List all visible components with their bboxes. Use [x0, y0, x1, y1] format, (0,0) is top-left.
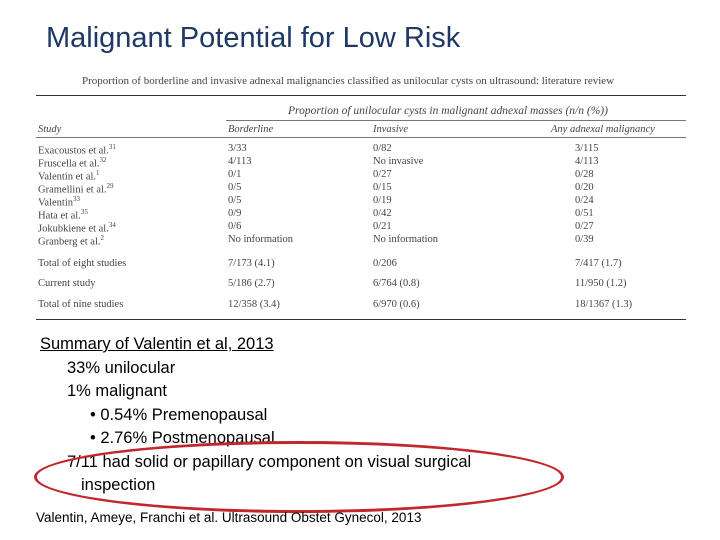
reference-number: 32	[99, 156, 107, 164]
cell-any: 3/115	[575, 143, 599, 154]
reference-number: 33	[73, 195, 80, 203]
cell-invasive: 6/970 (0.6)	[373, 299, 420, 310]
table-bottom-rule	[36, 319, 686, 320]
column-header-any-malignancy: Any adnexal malignancy	[551, 124, 655, 135]
summary-unilocular: 33% unilocular	[67, 358, 176, 377]
cell-any: 0/51	[575, 208, 594, 219]
cell-study: Exacoustos et al.31	[38, 143, 116, 157]
cell-study: Valentin et al.1	[38, 169, 100, 183]
cell-invasive: No information	[373, 234, 439, 245]
cell-any: 0/20	[575, 182, 594, 193]
cell-invasive: 0/19	[373, 195, 392, 206]
cell-study: Gramellini et al.29	[38, 182, 114, 196]
study-name: Total of eight studies	[38, 258, 127, 269]
column-header-study: Study	[38, 124, 62, 135]
study-name: Hata et al.	[38, 210, 81, 222]
cell-borderline: No information	[228, 234, 294, 245]
summary-malignant: 1% malignant	[67, 382, 167, 400]
cell-study: Total of nine studies	[38, 299, 123, 310]
cell-any: 11/950 (1.2)	[575, 278, 627, 289]
cell-borderline: 0/9	[228, 208, 242, 219]
table-row: Total of eight studies 7/173 (4.1) 0/206 7/…	[36, 258, 686, 269]
column-header-invasive: Invasive	[373, 124, 408, 135]
cell-borderline: 5/186 (2.7)	[228, 278, 275, 289]
study-name: Granberg et al.	[38, 236, 101, 248]
cell-any: 7/417 (1.7)	[575, 258, 622, 269]
cell-study: Hata et al.35	[38, 208, 88, 222]
reference-number: 2	[100, 234, 105, 242]
summary-heading: Summary of Valentin et al, 2013	[40, 335, 274, 353]
study-name: Gramellini et al.	[38, 184, 107, 196]
cell-study: Current study	[38, 278, 95, 289]
study-name: Exacoustos et al.	[38, 145, 109, 157]
table-spanning-header: Proportion of unilocular cysts in malign…	[288, 105, 608, 117]
cell-invasive: 0/15	[373, 182, 392, 193]
table-caption: Proportion of borderline and invasive ad…	[82, 75, 615, 87]
reference-number: 29	[106, 182, 114, 190]
cell-study: Valentin33	[38, 195, 80, 209]
cell-invasive: No invasive	[373, 156, 424, 167]
cell-borderline: 0/5	[228, 195, 242, 206]
cell-borderline: 0/5	[228, 182, 242, 193]
cell-borderline: 0/1	[228, 169, 242, 180]
column-header-borderline: Borderline	[228, 124, 274, 135]
cell-invasive: 6/764 (0.8)	[373, 278, 420, 289]
cell-study: Fruscella et al.32	[38, 156, 107, 170]
cell-study: Total of eight studies	[38, 258, 126, 269]
cell-invasive: 0/82	[373, 143, 392, 154]
table-row: Hata et al.35 0/9 0/42 0/51	[36, 208, 686, 222]
table-row: Gramellini et al.29 0/5 0/15 0/20	[36, 182, 686, 196]
reference-number: 1	[96, 169, 100, 177]
cell-invasive: 0/42	[373, 208, 392, 219]
citation: Valentin, Ameye, Franchi et al. Ultrasou…	[36, 510, 422, 525]
cell-any: 18/1367 (1.3)	[575, 299, 633, 310]
table-row: Valentin33 0/5 0/19 0/24	[36, 195, 686, 209]
table-row: Total of nine studies 12/358 (3.4) 6/970 (…	[36, 299, 686, 310]
table-row: Jokubkiene et al.34 0/6 0/21 0/27	[36, 221, 686, 235]
cell-study: Jokubkiene et al.34	[38, 221, 116, 235]
cell-any: 0/27	[575, 221, 594, 232]
table-spanning-rule	[226, 120, 686, 121]
cell-invasive: 0/27	[373, 169, 392, 180]
cell-invasive: 0/21	[373, 221, 392, 232]
cell-any: 0/24	[575, 195, 594, 206]
reference-number: 35	[80, 208, 88, 216]
cell-any: 4/113	[575, 156, 599, 167]
cell-study: Granberg et al.2	[38, 234, 104, 248]
summary-premenopausal: • 0.54% Premenopausal	[90, 405, 268, 424]
table-header-rule	[36, 137, 686, 138]
study-name: Total of nine studies	[38, 299, 124, 310]
study-name: Current study	[38, 278, 96, 289]
cell-borderline: 4/113	[228, 156, 252, 167]
reference-number: 34	[108, 221, 116, 229]
table-row: Granberg et al.2 No information No informa…	[36, 234, 686, 248]
study-name: Valentin	[38, 197, 73, 209]
study-name: Valentin et al.	[38, 171, 97, 183]
slide-title: Malignant Potential for Low Risk	[46, 22, 461, 54]
table-top-rule	[36, 95, 686, 96]
study-name: Jokubkiene et al.	[38, 223, 109, 235]
cell-borderline: 3/33	[228, 143, 247, 154]
cell-any: 0/28	[575, 169, 594, 180]
table-row: Fruscella et al.32 4/113 No invasive 4/113	[36, 156, 686, 170]
table-row: Current study 5/186 (2.7) 6/764 (0.8) 11/95…	[36, 278, 686, 289]
literature-review-table: Proportion of borderline and invasive ad…	[36, 72, 686, 322]
cell-invasive: 0/206	[373, 258, 397, 269]
cell-borderline: 12/358 (3.4)	[228, 299, 280, 310]
cell-borderline: 0/6	[228, 221, 242, 232]
study-name: Fruscella et al.	[38, 158, 100, 170]
table-row: Exacoustos et al.31 3/33 0/82 3/115	[36, 143, 686, 157]
reference-number: 31	[108, 143, 116, 151]
highlight-ellipse	[34, 441, 564, 513]
cell-any: 0/39	[575, 234, 594, 245]
cell-borderline: 7/173 (4.1)	[228, 258, 275, 269]
table-row: Valentin et al.1 0/1 0/27 0/28	[36, 169, 686, 183]
